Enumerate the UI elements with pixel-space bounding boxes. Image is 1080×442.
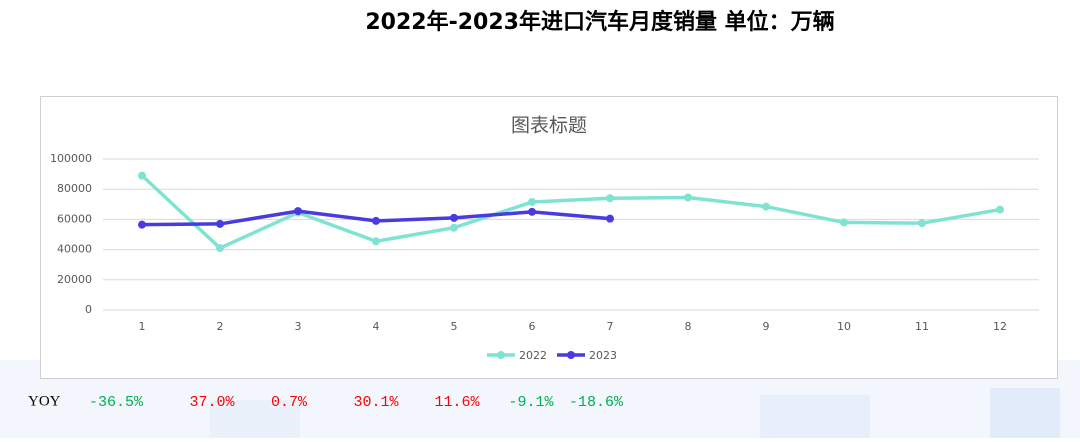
yoy-value: 37.0% — [189, 394, 235, 411]
x-tick-label: 7 — [607, 320, 614, 333]
x-tick-label: 9 — [763, 320, 770, 333]
yoy-label: YOY — [28, 393, 61, 409]
point — [450, 223, 458, 232]
point — [996, 205, 1004, 214]
point — [138, 171, 146, 180]
y-tick-label: 20000 — [57, 273, 92, 286]
yoy-value: -36.5% — [89, 394, 144, 411]
y-tick-label: 60000 — [57, 212, 92, 225]
point — [528, 198, 536, 207]
yoy-value: 0.7% — [271, 394, 308, 411]
y-tick-label: 80000 — [57, 182, 92, 195]
yoy-value: 30.1% — [353, 394, 399, 411]
background-decor — [210, 400, 300, 438]
x-tick-label: 4 — [373, 320, 380, 333]
x-tick-label: 10 — [837, 320, 851, 333]
x-tick-label: 11 — [915, 320, 929, 333]
y-tick-label: 0 — [85, 303, 92, 316]
x-tick-label: 5 — [451, 320, 458, 333]
chart-title: 图表标题 — [511, 115, 587, 137]
legend-swatch — [567, 351, 575, 359]
x-tick-label: 6 — [529, 320, 536, 333]
point — [762, 202, 770, 211]
page-title: 2022年-2023年进口汽车月度销量 单位：万辆 — [365, 9, 834, 35]
yoy-value: -9.1% — [508, 394, 554, 411]
point — [372, 216, 380, 225]
x-tick-label: 1 — [139, 320, 146, 333]
x-tick-label: 8 — [685, 320, 692, 333]
series-line — [140, 174, 1001, 250]
point — [216, 244, 224, 253]
yoy-value: -18.6% — [569, 394, 624, 411]
x-tick-label: 3 — [295, 320, 302, 333]
point — [528, 207, 536, 216]
point — [840, 218, 848, 227]
point — [684, 193, 692, 202]
x-tick-label: 12 — [993, 320, 1007, 333]
point — [606, 214, 614, 223]
legend-swatch — [497, 351, 505, 359]
point — [450, 213, 458, 222]
yoy-value: 11.6% — [434, 394, 480, 411]
background-decor — [760, 395, 870, 438]
point — [606, 194, 614, 203]
point — [372, 237, 380, 246]
legend-label: 2023 — [589, 349, 617, 362]
point — [918, 219, 926, 228]
background-decor — [990, 388, 1060, 438]
chart-frame — [40, 96, 1058, 379]
y-tick-label: 100000 — [50, 152, 92, 165]
point — [216, 219, 224, 228]
point — [294, 207, 302, 216]
legend-label: 2022 — [519, 349, 547, 362]
y-tick-label: 40000 — [57, 243, 92, 256]
x-tick-label: 2 — [217, 320, 224, 333]
point — [138, 220, 146, 229]
